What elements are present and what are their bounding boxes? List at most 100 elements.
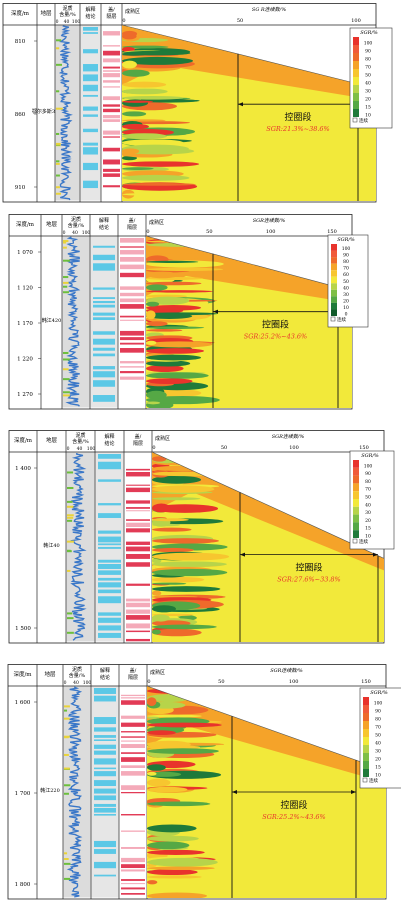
interp-bar <box>94 795 116 801</box>
interp-bar <box>83 147 98 155</box>
sgr-streak <box>122 167 154 171</box>
sgr-streak <box>152 538 220 544</box>
legend-swatch <box>353 101 359 109</box>
sgr-streak <box>146 395 220 405</box>
cap-bar <box>120 292 144 297</box>
cap-bar <box>126 630 150 633</box>
legend-swatch <box>363 713 369 721</box>
cap-bar <box>121 879 145 881</box>
header-depth: 深度/m <box>11 9 30 17</box>
sgr-streak <box>122 123 149 130</box>
cap-bar <box>103 86 120 88</box>
sgr-streak <box>146 364 184 373</box>
sgr-streak <box>152 628 202 637</box>
control-band-range: SGR:25.2%~43.6% <box>262 813 325 821</box>
cap-bar <box>120 256 144 262</box>
sgr-streak <box>122 56 194 65</box>
legend-swatch <box>353 460 359 468</box>
cap-bar <box>126 609 150 614</box>
legend-level-label: 90 <box>375 709 381 715</box>
interp-bar <box>93 287 115 290</box>
shale-log-speck <box>67 550 72 553</box>
depth-tick-label: 1 500 <box>15 626 31 632</box>
sgr-streak <box>147 841 190 850</box>
cap-bar <box>103 173 120 177</box>
sgr-streak <box>146 348 205 354</box>
sgr-streak <box>152 605 176 613</box>
cap-bar <box>103 119 120 122</box>
interp-bar <box>93 263 115 271</box>
interp-bar <box>83 142 98 146</box>
interp-bar <box>98 530 121 534</box>
shale-log-speck <box>63 378 70 381</box>
sgr-streak <box>147 824 197 833</box>
legend-level-label: 70 <box>365 487 371 493</box>
legend-swatch <box>363 769 369 777</box>
cap-bar <box>120 286 144 290</box>
interp-bar <box>93 338 115 345</box>
interp-bar <box>98 612 121 616</box>
interp-bar <box>83 49 98 54</box>
interp-bar <box>93 366 115 370</box>
header-shale-1: 泥质 <box>62 5 72 12</box>
shale-log-speck <box>67 505 74 508</box>
cap-bar <box>121 757 145 762</box>
legend-swatch <box>331 244 337 251</box>
cap-bar <box>126 510 150 512</box>
legend-level-label: 20 <box>365 97 371 103</box>
control-band-range: SGR:21.3%~38.6% <box>266 125 329 133</box>
interp-bar <box>93 297 115 299</box>
legend-swatch <box>353 77 359 85</box>
shale-tick-label: 100 <box>82 230 91 236</box>
shale-log-speck <box>67 516 74 519</box>
strata-label: 韩江40 <box>43 542 59 549</box>
interp-bar <box>94 767 116 770</box>
legend-level-label: 40 <box>375 741 381 747</box>
cap-bar <box>126 598 150 602</box>
strata-label: 韩江420 <box>42 317 62 324</box>
cap-bar <box>103 159 120 165</box>
sgr-streak <box>152 552 230 561</box>
cap-bar <box>120 250 144 255</box>
cap-bar <box>103 31 120 36</box>
sgr-streak <box>146 260 199 264</box>
legend-level-label: 100 <box>342 246 351 252</box>
legend-extra-swatch <box>352 538 358 544</box>
header-interp-1: 解释 <box>100 667 110 674</box>
cap-bar <box>121 694 145 697</box>
shale-log-curve <box>58 25 73 201</box>
shale-log-speck <box>63 394 70 397</box>
sgr-streak <box>146 329 183 332</box>
header-shale-1: 泥质 <box>72 666 82 673</box>
cap-bar <box>103 80 120 83</box>
legend-level-label: 90 <box>365 49 371 55</box>
header-zone: 成熟区 <box>155 435 170 442</box>
interp-bar <box>98 582 121 588</box>
sgr-streak <box>147 748 219 754</box>
shale-log-speck <box>56 162 60 165</box>
axis-tick-label: 150 <box>327 229 337 235</box>
interp-bar <box>93 300 115 304</box>
cap-bar <box>121 697 145 699</box>
legend-level-label: 30 <box>365 510 371 516</box>
sgr-streak <box>147 740 191 749</box>
legend-swatch <box>353 514 359 523</box>
sgr-streak <box>147 857 218 867</box>
axis-tick-label: 0 <box>122 18 125 24</box>
sgr-streak <box>146 313 193 319</box>
axis-tick-label: 0 <box>147 679 150 685</box>
legend-swatch <box>331 302 337 310</box>
shale-log-speck <box>63 276 69 279</box>
legend-level-label: 10 <box>375 773 381 779</box>
header-cap-2: 隔层 <box>133 440 143 447</box>
legend-swatch <box>353 93 359 101</box>
legend-swatch <box>331 270 337 277</box>
axis-tick-label: 100 <box>266 229 276 235</box>
depth-tick-label: 1 800 <box>15 882 31 888</box>
interp-bar <box>98 559 121 563</box>
interp-bar <box>93 312 115 316</box>
cap-bar <box>126 500 150 504</box>
shale-log-speck <box>67 514 74 517</box>
